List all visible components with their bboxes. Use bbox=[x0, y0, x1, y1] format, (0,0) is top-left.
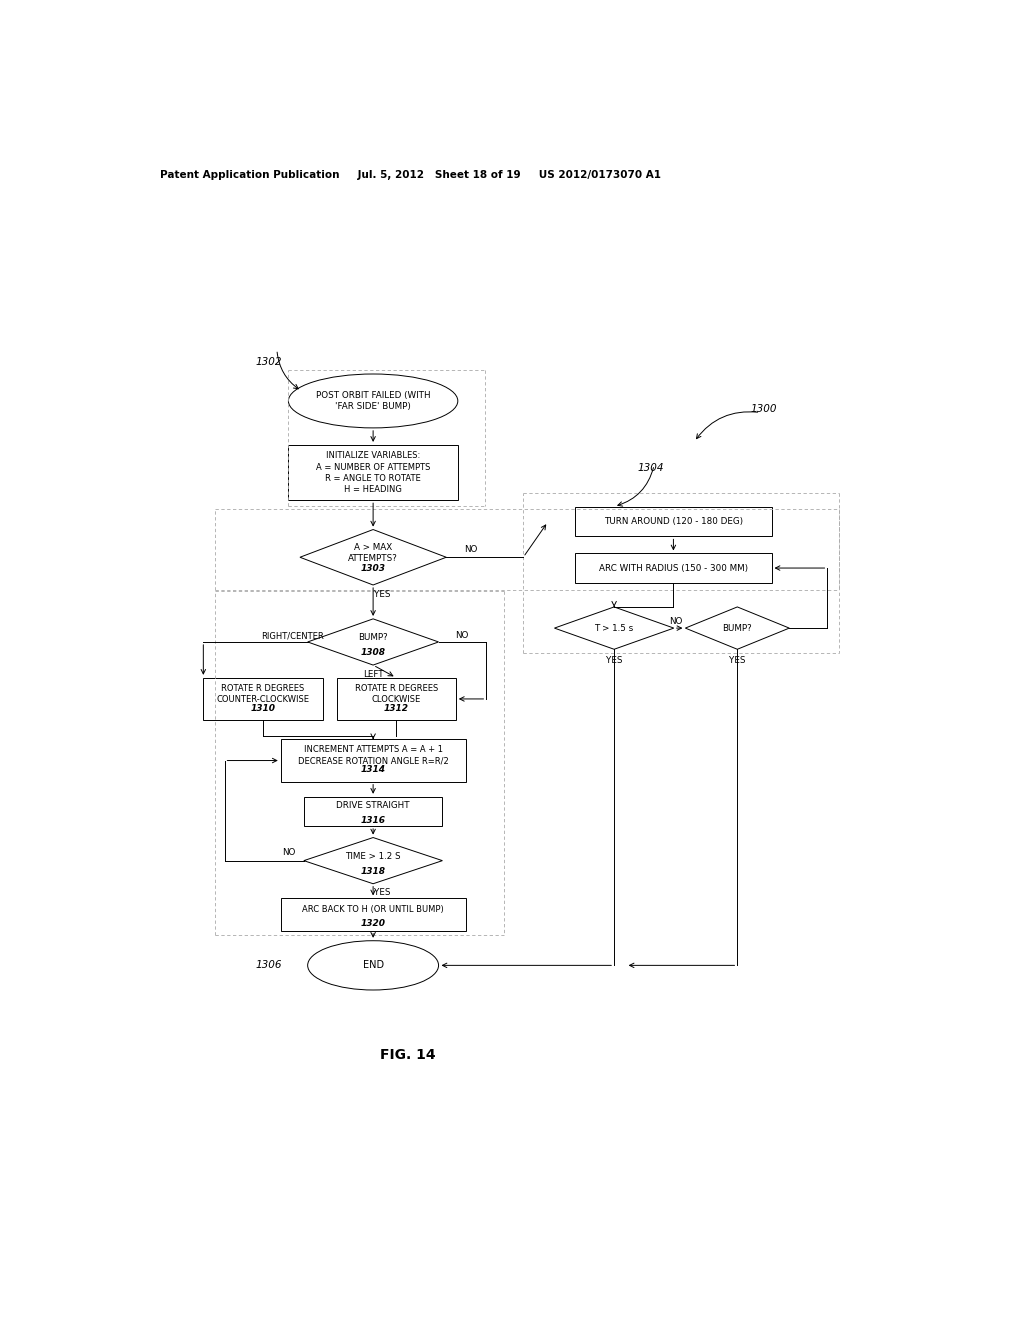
Text: 1306: 1306 bbox=[255, 961, 282, 970]
Bar bbox=[281, 899, 466, 931]
Text: 1312: 1312 bbox=[384, 704, 409, 713]
Text: TIME > 1.2 S: TIME > 1.2 S bbox=[345, 851, 401, 861]
Polygon shape bbox=[300, 529, 446, 585]
Text: 1300: 1300 bbox=[751, 404, 777, 413]
Text: BUMP?: BUMP? bbox=[723, 623, 753, 632]
Text: 1302: 1302 bbox=[255, 358, 282, 367]
Text: TURN AROUND (120 - 180 DEG): TURN AROUND (120 - 180 DEG) bbox=[604, 517, 743, 527]
Text: T > 1.5 s: T > 1.5 s bbox=[595, 623, 634, 632]
Text: ROTATE R DEGREES
CLOCKWISE: ROTATE R DEGREES CLOCKWISE bbox=[354, 684, 438, 704]
Text: BUMP?: BUMP? bbox=[358, 632, 388, 642]
Text: YES: YES bbox=[606, 656, 623, 665]
Text: ARC WITH RADIUS (150 - 300 MM): ARC WITH RADIUS (150 - 300 MM) bbox=[599, 564, 748, 573]
Polygon shape bbox=[307, 619, 438, 665]
Text: YES: YES bbox=[374, 888, 390, 898]
Text: A > MAX
ATTEMPTS?: A > MAX ATTEMPTS? bbox=[348, 543, 398, 562]
Text: 1310: 1310 bbox=[251, 704, 275, 713]
Text: NO: NO bbox=[282, 849, 295, 858]
Text: Patent Application Publication     Jul. 5, 2012   Sheet 18 of 19     US 2012/017: Patent Application Publication Jul. 5, 2… bbox=[160, 170, 660, 181]
Text: 1316: 1316 bbox=[360, 816, 386, 825]
Text: END: END bbox=[362, 961, 384, 970]
Text: RIGHT/CENTER: RIGHT/CENTER bbox=[261, 631, 324, 640]
Bar bbox=[337, 677, 456, 721]
Text: 1314: 1314 bbox=[360, 766, 386, 775]
Bar bbox=[575, 553, 772, 582]
Bar bbox=[289, 445, 458, 500]
Text: 1304: 1304 bbox=[637, 463, 664, 473]
Text: NO: NO bbox=[464, 545, 477, 554]
Text: LEFT: LEFT bbox=[362, 669, 383, 678]
Text: INCREMENT ATTEMPTS A = A + 1
DECREASE ROTATION ANGLE R=R/2: INCREMENT ATTEMPTS A = A + 1 DECREASE RO… bbox=[298, 744, 449, 766]
Text: POST ORBIT FAILED (WITH
'FAR SIDE' BUMP): POST ORBIT FAILED (WITH 'FAR SIDE' BUMP) bbox=[315, 391, 430, 411]
Text: DRIVE STRAIGHT: DRIVE STRAIGHT bbox=[336, 801, 410, 810]
Bar bbox=[281, 739, 466, 781]
Text: FIG. 14: FIG. 14 bbox=[380, 1048, 435, 1063]
Text: YES: YES bbox=[729, 656, 745, 665]
Polygon shape bbox=[554, 607, 674, 649]
Bar bbox=[304, 797, 442, 826]
Polygon shape bbox=[685, 607, 790, 649]
Text: INITIALIZE VARIABLES:
A = NUMBER OF ATTEMPTS
R = ANGLE TO ROTATE
H = HEADING: INITIALIZE VARIABLES: A = NUMBER OF ATTE… bbox=[316, 451, 430, 494]
Text: NO: NO bbox=[669, 618, 682, 627]
Text: ARC BACK TO H (OR UNTIL BUMP): ARC BACK TO H (OR UNTIL BUMP) bbox=[302, 904, 444, 913]
Bar bbox=[204, 677, 323, 721]
Text: 1318: 1318 bbox=[360, 867, 386, 876]
Text: 1303: 1303 bbox=[360, 564, 386, 573]
Text: ROTATE R DEGREES
COUNTER-CLOCKWISE: ROTATE R DEGREES COUNTER-CLOCKWISE bbox=[216, 684, 309, 704]
Polygon shape bbox=[304, 838, 442, 884]
Text: 1320: 1320 bbox=[360, 919, 386, 928]
Text: YES: YES bbox=[374, 590, 390, 599]
Ellipse shape bbox=[289, 374, 458, 428]
Text: 1308: 1308 bbox=[360, 648, 386, 657]
Bar bbox=[575, 507, 772, 536]
Text: NO: NO bbox=[455, 631, 468, 640]
Ellipse shape bbox=[307, 941, 438, 990]
